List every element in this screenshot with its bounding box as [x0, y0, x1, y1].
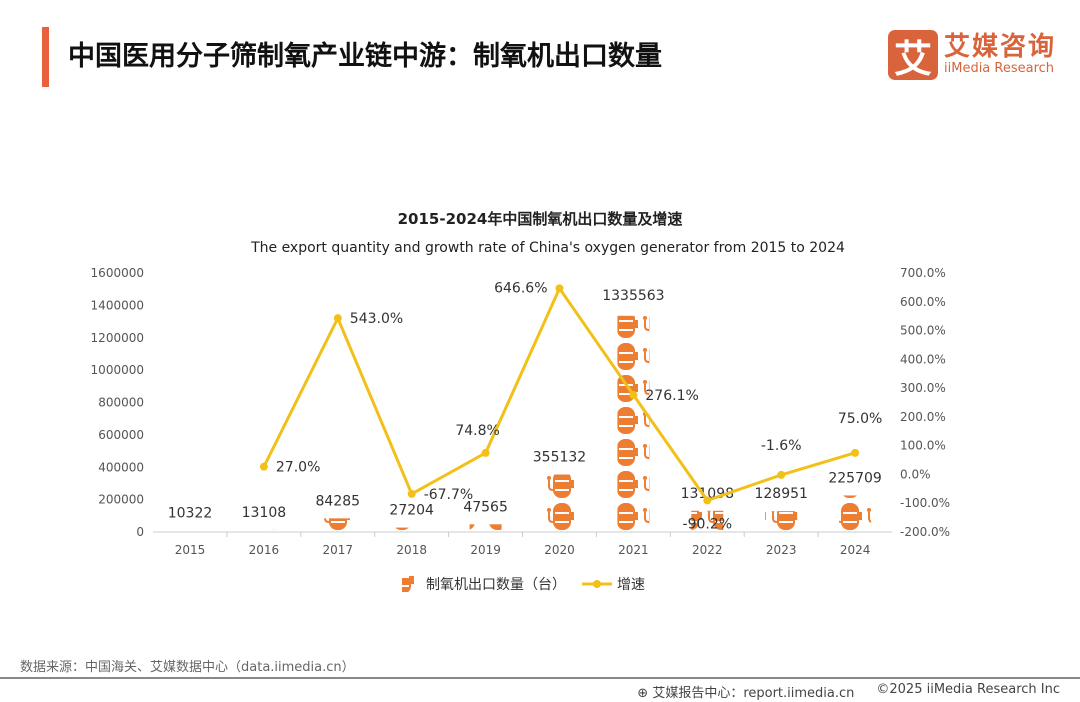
growth-label: 75.0% [838, 411, 882, 427]
y-left-tick: 1600000 [91, 266, 144, 280]
bar-2017 [321, 518, 354, 532]
bar-2022 [691, 510, 724, 532]
x-tick: 2024 [840, 543, 871, 557]
growth-point-2022 [703, 496, 712, 505]
growth-point-2024 [851, 448, 860, 457]
y-right-tick: 500.0% [900, 324, 946, 338]
y-right-tick: 200.0% [900, 410, 946, 424]
x-tick: 2023 [766, 543, 797, 557]
y-right-tick: 0.0% [900, 467, 931, 481]
bar-2018 [395, 527, 428, 532]
legend-bar-label[interactable]: 制氧机出口数量（台） [426, 577, 566, 593]
chart-subtitle: The export quantity and growth rate of C… [250, 240, 845, 256]
y-right-tick: 400.0% [900, 352, 946, 366]
data-source: 数据来源：中国海关、艾媒数据中心（data.iimedia.cn） [20, 660, 355, 675]
bar-2020 [543, 474, 576, 532]
page-title: 中国医用分子筛制氧产业链中游：制氧机出口数量 [68, 41, 662, 72]
y-left-tick: 1000000 [91, 363, 144, 377]
x-tick: 2016 [249, 543, 280, 557]
growth-label: 276.1% [645, 388, 698, 404]
y-right-tick: -200.0% [900, 525, 950, 539]
growth-point-2018 [407, 489, 416, 498]
y-left-tick: 0 [136, 525, 144, 539]
legend-line-dot [593, 580, 601, 588]
chart: 2015-2024年中国制氧机出口数量及增速 The export quanti… [91, 210, 951, 593]
y-right-tick: 100.0% [900, 439, 946, 453]
bar-2015 [174, 530, 206, 532]
growth-label: -1.6% [761, 438, 802, 454]
logo-en: iiMedia Research [944, 61, 1055, 76]
growth-label: 543.0% [350, 311, 403, 327]
title-accent-bar [42, 27, 49, 87]
growth-point-2016 [259, 462, 268, 471]
bar-label: 131098 [681, 486, 734, 502]
growth-label: 27.0% [276, 460, 320, 476]
legend-bar-icon [402, 576, 418, 592]
footer: ⊕ 艾媒报告中心：report.iimedia.cn ©2025 iiMedia… [637, 682, 1060, 701]
y-right-tick: 300.0% [900, 381, 946, 395]
growth-label: -67.7% [424, 487, 474, 503]
y-right-tick: -100.0% [900, 496, 950, 510]
y-right-tick: 600.0% [900, 295, 946, 309]
x-tick: 2017 [323, 543, 354, 557]
y-left-tick: 1400000 [91, 298, 144, 312]
x-tick: 2019 [470, 543, 501, 557]
bar-label: 27204 [389, 503, 434, 519]
bar-label: 47565 [463, 499, 508, 515]
growth-point-2021 [629, 390, 638, 399]
globe-icon: ⊕ [637, 686, 653, 701]
y-left-tick: 400000 [98, 460, 144, 474]
chart-title: 2015-2024年中国制氧机出口数量及增速 [398, 210, 683, 228]
growth-point-2023 [777, 470, 786, 479]
bar-label: 128951 [754, 486, 807, 502]
bar-label: 13108 [242, 505, 287, 521]
bar-2023 [765, 511, 798, 532]
logo: 艾 艾媒咨询 iiMedia Research [888, 30, 1057, 81]
x-tick: 2021 [618, 543, 649, 557]
bar-2024 [839, 495, 872, 532]
x-tick: 2018 [396, 543, 427, 557]
y-left-tick: 800000 [98, 396, 144, 410]
growth-point-2019 [481, 448, 490, 457]
y-left-tick: 1200000 [91, 331, 144, 345]
bar-label: 10322 [168, 505, 213, 521]
bar-2021 [617, 315, 650, 532]
growth-label: -90.2% [683, 516, 733, 532]
growth-point-2020 [555, 284, 564, 293]
y-left-tick: 600000 [98, 428, 144, 442]
x-tick: 2015 [175, 543, 206, 557]
x-tick: 2022 [692, 543, 723, 557]
copyright: ©2025 iiMedia Research Inc [876, 682, 1060, 697]
footer-divider [0, 677, 1080, 679]
logo-icon: 艾 [888, 30, 938, 81]
growth-point-2017 [333, 314, 342, 323]
y-right-tick: 700.0% [900, 266, 946, 280]
bar-label: 225709 [828, 470, 881, 486]
bar-label: 84285 [316, 493, 361, 509]
growth-label: 646.6% [494, 280, 547, 296]
logo-cn: 艾媒咨询 [944, 32, 1057, 62]
legend-line-label[interactable]: 增速 [617, 577, 645, 593]
growth-label: 74.8% [455, 423, 499, 439]
x-tick: 2020 [544, 543, 575, 557]
bar-2016 [247, 529, 280, 532]
bar-2019 [469, 524, 502, 532]
y-left-tick: 200000 [98, 493, 144, 507]
bar-label: 355132 [533, 450, 586, 466]
bar-label: 1335563 [602, 288, 664, 304]
report-link[interactable]: ⊕ 艾媒报告中心：report.iimedia.cn [637, 686, 855, 701]
